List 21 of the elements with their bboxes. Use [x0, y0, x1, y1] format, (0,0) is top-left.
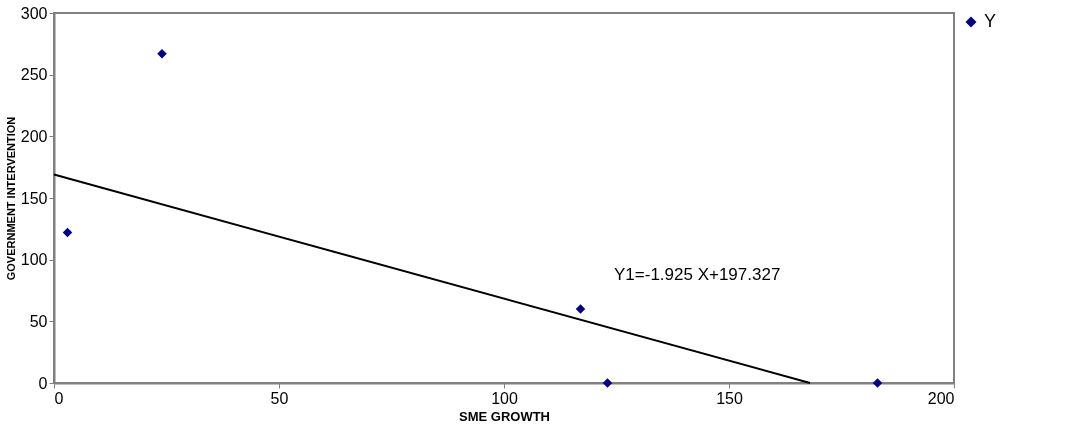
x-tick-label: 0	[54, 389, 64, 407]
x-tick-label: 100	[491, 389, 518, 407]
point	[575, 304, 586, 314]
y-tick-label: 50	[29, 312, 48, 330]
y-tick-label: 0	[38, 374, 48, 392]
point	[157, 48, 167, 59]
y-axis-title: GOVERNMENT INTERVENTION	[4, 116, 17, 281]
y-tick-label: 300	[20, 4, 48, 22]
x-tick-label: 150	[716, 389, 743, 407]
x-tick-label: 200	[927, 389, 955, 407]
point	[602, 378, 613, 388]
y-tick-label: 200	[20, 127, 48, 145]
y-tick-label: 150	[20, 189, 48, 207]
x-tick-label: 50	[270, 389, 289, 407]
point	[872, 378, 883, 388]
y-tick-label: 250	[20, 66, 48, 84]
x-axis-title: SME GROWTH	[459, 408, 550, 424]
annotation: Y1=-1.925 X+197.327	[614, 265, 781, 284]
point	[62, 227, 73, 238]
y-tick-label: 100	[20, 251, 48, 269]
legend-label: Y	[984, 11, 997, 31]
